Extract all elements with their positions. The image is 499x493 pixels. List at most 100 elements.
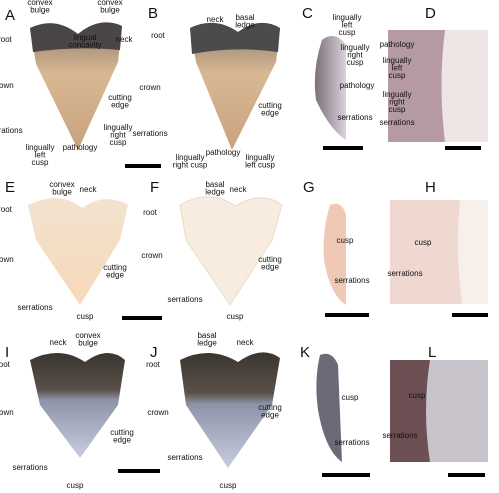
annotation: neck xyxy=(80,185,98,194)
annotation: left xyxy=(392,64,403,73)
tooth-a xyxy=(30,22,122,150)
panel-letter: E xyxy=(5,179,15,196)
tooth-k xyxy=(316,353,342,462)
teeth xyxy=(28,22,488,468)
annotation: serrations xyxy=(382,431,417,440)
annotation: lingually xyxy=(383,56,412,65)
panel-letter: D xyxy=(425,5,436,22)
annotation: concavity xyxy=(68,41,101,50)
root-b xyxy=(190,22,280,54)
annotation: serrations xyxy=(167,295,202,304)
panel-letter: F xyxy=(150,179,159,196)
annotation: cusp xyxy=(389,71,406,80)
tooth-d xyxy=(388,30,445,142)
annotation: convex xyxy=(49,180,74,189)
annotation: left xyxy=(342,21,353,30)
annotation: crown xyxy=(147,408,168,417)
annotation: serrations xyxy=(12,463,47,472)
annotation: lingually xyxy=(246,153,275,162)
annotation: cusp xyxy=(67,481,84,490)
annotation: convex xyxy=(75,331,100,340)
tooth-e xyxy=(28,198,128,305)
annotation: root xyxy=(146,360,161,369)
annotation: cusp xyxy=(415,238,432,247)
annotation: crown xyxy=(0,255,14,264)
panel-letter: K xyxy=(300,344,310,361)
annotation: lingually xyxy=(383,90,412,99)
annotation: crown xyxy=(139,83,160,92)
annotation: bulge xyxy=(78,339,98,348)
annotation: cusp xyxy=(32,158,49,167)
annotation: root xyxy=(0,360,11,369)
annotation: edge xyxy=(111,101,129,110)
annotation: root xyxy=(143,208,158,217)
root-a xyxy=(30,22,122,52)
tooth-j xyxy=(180,352,280,468)
annotation: pathology xyxy=(340,81,375,90)
annotation: left cusp xyxy=(245,161,275,170)
annotation: crown xyxy=(0,81,14,90)
annotation: serrations xyxy=(167,453,202,462)
annotation: crown xyxy=(141,251,162,260)
annotation: serrations xyxy=(334,438,369,447)
panel-letter: H xyxy=(425,179,436,196)
annotation: serrations xyxy=(132,129,167,138)
annotation: cusp xyxy=(220,481,237,490)
scale-bar xyxy=(445,146,481,150)
scale-bar xyxy=(322,473,370,477)
annotation: bulge xyxy=(30,6,50,15)
panel-letter: C xyxy=(302,5,313,22)
tooth-h xyxy=(390,200,462,304)
annotation: root xyxy=(151,31,166,40)
annotation: cutting xyxy=(258,255,282,264)
annotation: right xyxy=(347,51,363,60)
scale-bar xyxy=(448,473,485,477)
annotation: basal xyxy=(197,331,216,340)
annotation: cusp xyxy=(409,391,426,400)
annotation: cusp xyxy=(389,105,406,114)
panel-letter: L xyxy=(428,344,436,361)
scale-bar xyxy=(452,313,488,317)
annotation: edge xyxy=(261,109,279,118)
annotation: pathology xyxy=(63,143,98,152)
annotation: right cusp xyxy=(173,161,208,170)
annotation: cusp xyxy=(227,312,244,321)
annotation: edge xyxy=(113,436,131,445)
annotation: ledge xyxy=(235,21,255,30)
annotation: basal xyxy=(205,180,224,189)
annotation: neck xyxy=(230,185,248,194)
tooth-b xyxy=(190,22,280,150)
annotation: serrations xyxy=(0,126,23,135)
annotation: cusp xyxy=(347,58,364,67)
panel-letter: G xyxy=(303,179,315,196)
annotation: cusp xyxy=(339,28,356,37)
annotation: lingually xyxy=(176,153,205,162)
annotation: serrations xyxy=(387,269,422,278)
annotation: serrations xyxy=(334,276,369,285)
tooth-g xyxy=(323,203,346,305)
annotation: cutting xyxy=(103,263,127,272)
tooth-l xyxy=(390,360,430,462)
annotation: convex xyxy=(97,0,122,7)
annotation: neck xyxy=(207,15,225,24)
annotation: neck xyxy=(50,338,68,347)
tooth-c xyxy=(314,36,346,140)
annotation: serrations xyxy=(17,303,52,312)
scale-bar xyxy=(325,313,369,317)
tooth-f xyxy=(179,196,283,306)
panel-letter: A xyxy=(5,7,15,24)
annotation: serrations xyxy=(337,113,372,122)
annotation: crown xyxy=(0,408,14,417)
annotation: edge xyxy=(261,263,279,272)
annotation: bulge xyxy=(100,6,120,15)
annotation: cutting xyxy=(258,101,282,110)
scale-bar xyxy=(122,316,162,320)
scale-bar xyxy=(125,164,161,168)
annotation: lingually xyxy=(104,123,133,132)
annotation: pathology xyxy=(206,148,241,157)
annotation: cutting xyxy=(258,403,282,412)
panel-letter: I xyxy=(5,344,9,361)
annotation: right xyxy=(389,98,405,107)
annotation: pathology xyxy=(380,40,415,49)
